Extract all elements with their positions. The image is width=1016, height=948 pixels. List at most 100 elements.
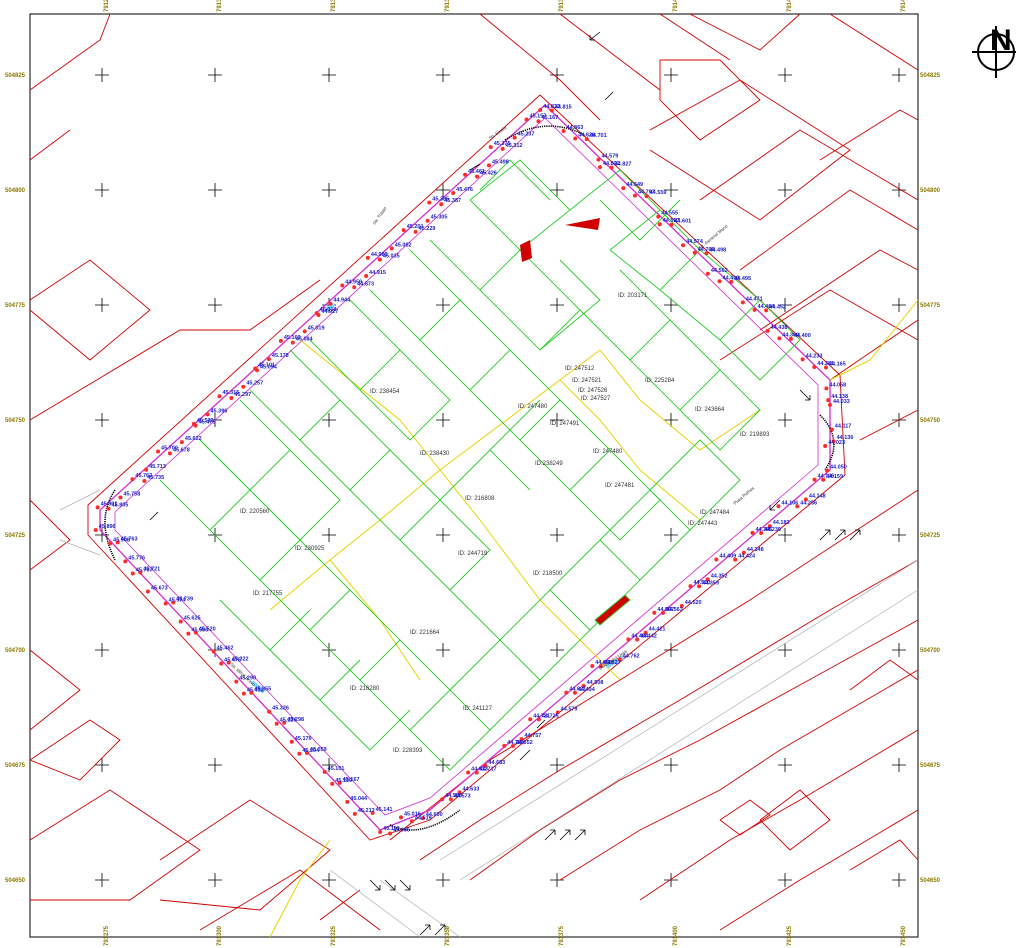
building-outlines	[29, 13, 919, 931]
survey-point	[669, 222, 674, 227]
elevation-label: 45.566	[191, 628, 208, 634]
survey-point	[555, 710, 560, 715]
elevation-label: 44.959	[345, 279, 362, 285]
elevation-label: 44.136	[837, 435, 854, 441]
elevation-label: 44.106	[781, 500, 798, 506]
elevation-label: 45.229	[419, 226, 436, 232]
elevation-label: 44.652	[516, 740, 533, 746]
grid-cross	[550, 528, 564, 542]
survey-point	[752, 307, 757, 312]
elevation-label: 44.409	[719, 554, 736, 560]
grid-cross	[892, 183, 906, 197]
elevation-label: 45.006	[393, 827, 410, 833]
parcel-id: ID: 247443	[688, 521, 718, 527]
elevation-label: 44.498	[709, 247, 726, 253]
grid-coord-top: 791300	[217, 0, 223, 12]
survey-point	[254, 368, 259, 373]
elevation-label: 44.557	[663, 218, 680, 224]
survey-point	[179, 440, 184, 445]
elevation-label: 44.927	[321, 309, 338, 315]
parcel-id-labels: ID: 238454 ID: 238430 ID: 230925 ID: 220560…	[240, 293, 770, 754]
grid-coord-bottom: 791325	[331, 925, 337, 946]
survey-point	[764, 308, 769, 313]
survey-point	[352, 811, 357, 816]
survey-point	[528, 717, 533, 722]
survey-point	[812, 477, 817, 482]
survey-point	[538, 108, 543, 112]
survey-point	[561, 129, 566, 134]
parcel-id: ID: 216808	[465, 496, 495, 502]
survey-point	[823, 443, 828, 448]
elevation-label: 44.352	[711, 573, 728, 579]
parcel-id: ID: 247491	[550, 421, 580, 427]
traffic-arrows	[149, 31, 861, 936]
grid-cross	[436, 183, 450, 197]
parcel-id: ID: 243664	[695, 407, 725, 413]
grid-cross	[436, 528, 450, 542]
parcel-id: ID: 216280	[350, 686, 380, 692]
elevation-label: 44.510	[693, 580, 710, 586]
elevation-label: 45.797	[136, 567, 153, 573]
survey-point	[828, 402, 832, 407]
grid-coord-top: 791375	[559, 0, 565, 12]
grid-cross	[208, 68, 222, 82]
elevation-label: 44.183	[773, 520, 790, 526]
parcel-id: ID: 238430	[420, 451, 450, 457]
elevation-label: 44.165	[829, 361, 846, 367]
elevation-label: 45.476	[456, 187, 473, 193]
survey-point	[536, 717, 541, 722]
grid-cross	[95, 298, 109, 312]
survey-point	[463, 172, 468, 177]
grid-cross	[550, 873, 564, 887]
survey-point	[697, 584, 702, 589]
survey-point	[466, 770, 471, 775]
grid-cross	[664, 68, 678, 82]
grid-cross	[208, 298, 222, 312]
elevation-label: 45.139	[335, 778, 352, 784]
survey-point	[377, 257, 382, 262]
elevation-label: 44.508	[587, 680, 604, 686]
elevation-label: 45.018	[320, 307, 337, 313]
survey-point	[502, 743, 507, 748]
survey-point	[266, 357, 271, 362]
elevation-label: 45.735	[147, 475, 164, 481]
elevation-label: 44.649	[626, 182, 643, 188]
elevation-label: 44.452	[769, 304, 786, 310]
grid-cross	[550, 643, 564, 657]
elevation-label: 44.797	[638, 190, 655, 196]
survey-point	[249, 690, 254, 695]
survey-point	[598, 664, 603, 669]
survey-point	[156, 449, 161, 454]
special-features	[250, 218, 631, 694]
parcel-id: ID: 225284	[645, 378, 675, 384]
survey-point	[352, 285, 357, 290]
parcel-id: ID:238249	[535, 461, 563, 467]
elevation-label: 44.873	[357, 281, 374, 287]
survey-point	[425, 218, 430, 223]
elevation-label: 45.387	[444, 198, 461, 204]
elevation-label: 44.519	[415, 815, 432, 821]
grid-coord-left: 504800	[5, 188, 26, 194]
survey-point	[145, 589, 150, 594]
survey-point	[370, 810, 375, 815]
survey-point	[800, 357, 805, 362]
building-footprints	[159, 159, 801, 771]
grid-coord-top: 791425	[787, 0, 793, 12]
elevation-label: 44.863	[567, 125, 584, 131]
elevation-label: 44.573	[454, 793, 471, 799]
parcel-id: ID: 247480	[593, 449, 623, 455]
parcel-id: ID: 247512	[565, 366, 595, 372]
survey-point	[831, 439, 836, 444]
parcel-id: ID: 244719	[458, 551, 488, 557]
survey-point	[714, 557, 719, 562]
survey-point	[510, 744, 515, 749]
survey-point	[829, 427, 834, 432]
elevation-label: 45.461	[468, 169, 485, 175]
survey-point	[767, 524, 772, 529]
survey-point	[660, 610, 665, 615]
elevation-label: 44.306	[755, 527, 772, 533]
elevation-label: 45.016	[404, 811, 421, 817]
grid-coord-bottom: 791400	[673, 925, 679, 946]
grid-coord-top: 791275	[104, 0, 110, 12]
survey-point	[440, 797, 445, 802]
